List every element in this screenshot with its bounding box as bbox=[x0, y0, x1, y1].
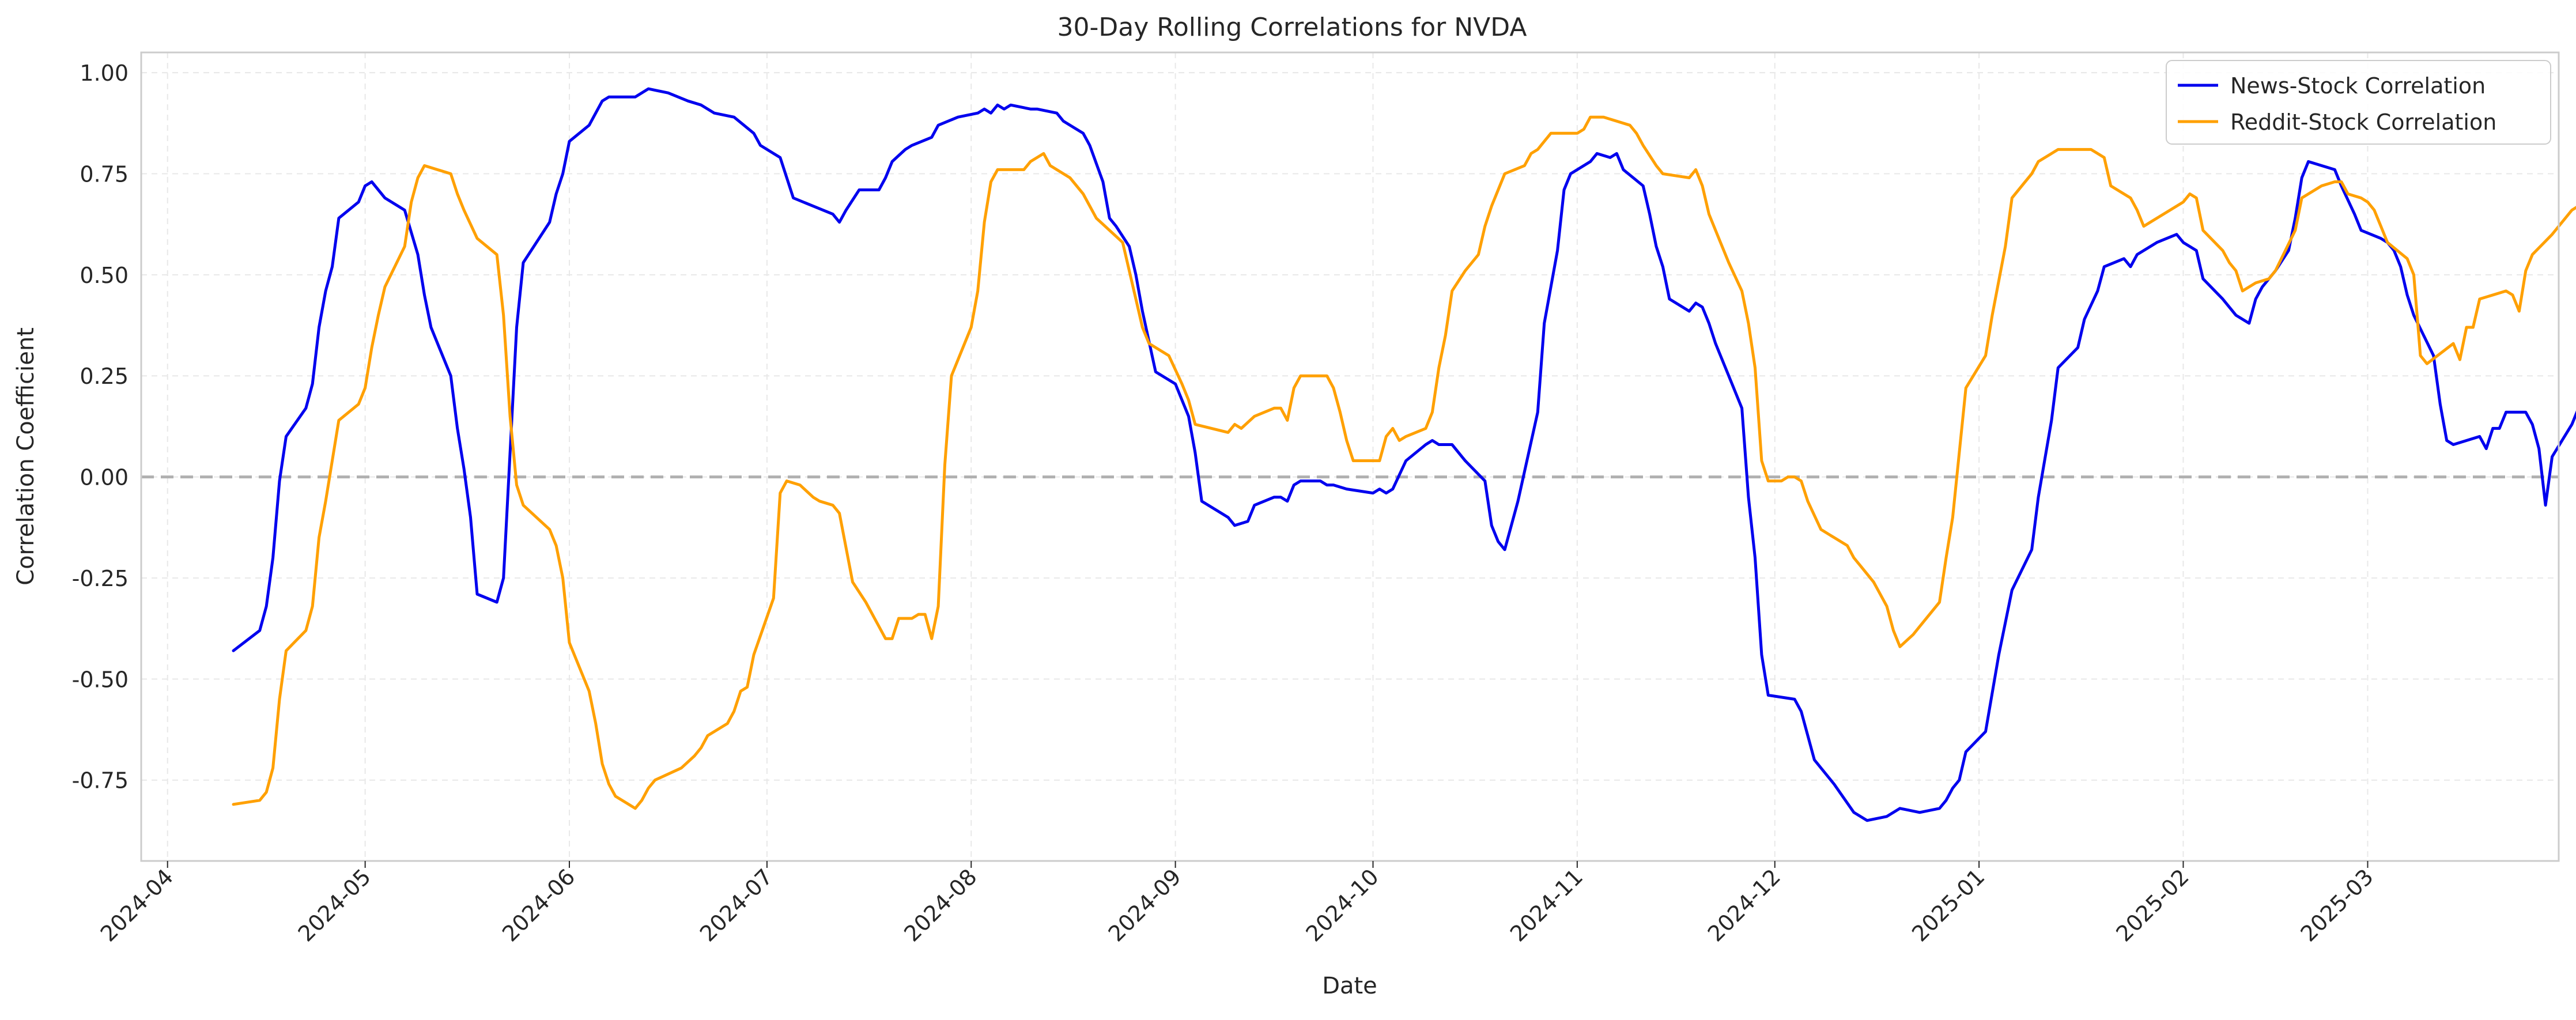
series-line-news bbox=[232, 87, 2576, 822]
y-tick-label: 0.50 bbox=[80, 263, 129, 288]
legend-label-news: News-Stock Correlation bbox=[2230, 73, 2486, 99]
y-tick-label: 0.75 bbox=[80, 161, 129, 187]
plot-frame bbox=[140, 51, 2560, 862]
y-tick-label: -0.75 bbox=[72, 768, 129, 794]
y-tick-label: 0.00 bbox=[80, 465, 129, 490]
legend-label-reddit: Reddit-Stock Correlation bbox=[2230, 109, 2496, 135]
y-tick-label: 0.25 bbox=[80, 364, 129, 389]
y-tick-label: -0.50 bbox=[72, 667, 129, 692]
series-line-reddit bbox=[232, 115, 2576, 810]
x-axis-label: Date bbox=[1322, 973, 1377, 999]
y-tick-label: -0.25 bbox=[72, 566, 129, 591]
y-axis-ticks: -0.75 -0.50 -0.25 0.00 0.25 0.50 0.75 1.00 bbox=[72, 61, 129, 794]
legend-box bbox=[2166, 60, 2551, 145]
series-layer bbox=[232, 87, 2576, 822]
grid-layer bbox=[141, 52, 2559, 861]
y-axis-label: Correlation Coefficient bbox=[13, 327, 39, 585]
legend: News-Stock Correlation Reddit-Stock Corr… bbox=[2166, 60, 2551, 145]
y-tick-label: 1.00 bbox=[80, 61, 129, 86]
chart-title: 30-Day Rolling Correlations for NVDA bbox=[1057, 13, 1527, 42]
